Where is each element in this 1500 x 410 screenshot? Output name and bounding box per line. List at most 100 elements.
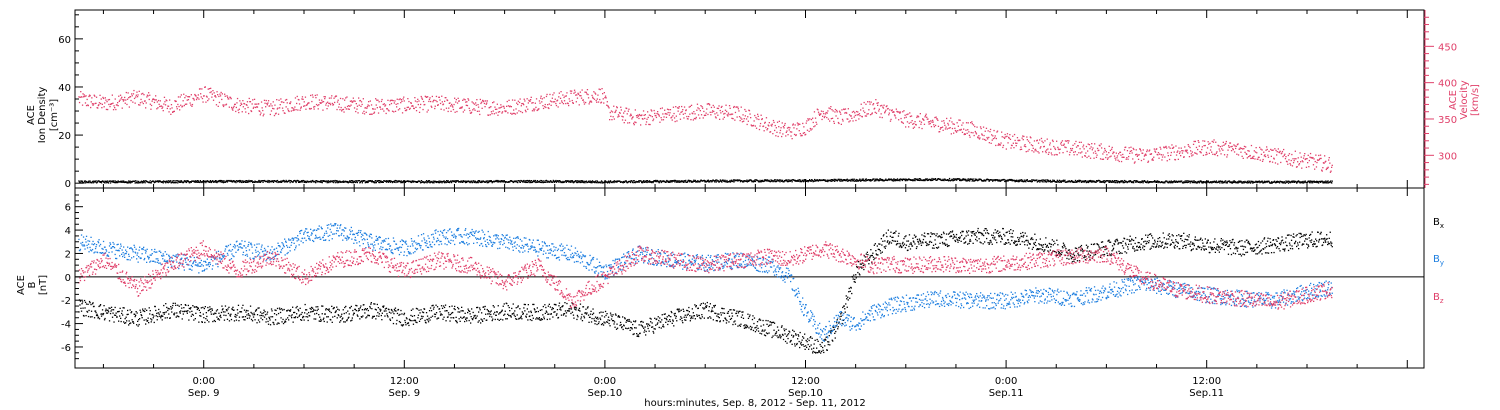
density-series-point [476,181,478,184]
velocity-series-point [1263,155,1265,157]
bx-series-point [153,315,155,317]
velocity-series-point [839,111,841,114]
velocity-series-point [273,108,275,110]
density-series-point [172,180,174,182]
velocity-series-point [457,97,459,99]
bx-series-point [214,320,216,323]
velocity-series-point [1023,145,1026,147]
velocity-series-point [772,133,774,135]
velocity-series-point [221,98,223,101]
velocity-series-point [1291,165,1294,167]
velocity-series-point [743,120,745,122]
density-series-point [972,178,974,180]
density-series-point [400,180,403,182]
bx-series-point [228,320,231,322]
velocity-series-point [554,98,556,100]
density-series-point [831,180,833,182]
velocity-series-point [507,112,509,114]
density-series-point [410,181,413,184]
velocity-series-point [118,100,120,102]
velocity-series-point [1136,155,1138,157]
density-series-point [282,180,284,183]
density-series-point [355,180,357,182]
velocity-series-point [922,118,924,121]
velocity-series-point [1102,158,1105,160]
velocity-series-point [501,111,504,113]
velocity-series-point [293,109,295,111]
density-series-point [652,181,654,184]
velocity-series-point [162,110,164,112]
bx-series-point [200,315,202,317]
density-series-point [446,181,448,183]
velocity-series-point [981,133,983,135]
bx-series-point [248,314,250,316]
density-series-point [849,179,851,181]
density-series-point [432,180,435,182]
velocity-series-point [630,114,632,116]
velocity-series-point [1253,150,1255,152]
bx-series-point [207,310,209,312]
density-series-point [704,181,706,183]
velocity-series-point [436,101,438,103]
density-series-point [826,180,828,182]
velocity-series-point [373,111,376,113]
density-series-point [858,179,860,181]
density-series-point [580,181,582,184]
velocity-series-point [559,102,561,104]
velocity-series-point [702,107,704,109]
velocity-series-point [872,104,874,106]
velocity-series-point [151,100,153,102]
velocity-series-point [513,112,515,115]
bx-series-point [232,306,234,308]
velocity-series-point [940,127,942,129]
density-series-point [474,181,476,184]
density-series-point [438,182,441,184]
velocity-series-point [535,98,538,100]
bx-series-point [172,304,174,307]
density-series-point [454,180,456,182]
density-series-point [349,180,351,182]
velocity-series-point [603,102,605,104]
velocity-series-point [258,103,260,105]
density-series-point [558,181,560,183]
density-series-point [1089,181,1091,183]
velocity-series-point [906,113,908,116]
velocity-series-point [1323,162,1325,164]
velocity-series-point [1268,150,1270,152]
bx-series-point [189,311,191,313]
density-series-point [609,180,612,182]
density-series-point [1293,181,1296,183]
density-series-point [477,180,479,182]
velocity-series-point [333,97,335,99]
density-series-point [393,180,395,182]
density-series-point [1192,180,1194,182]
density-series-point [412,180,414,182]
density-series-point [353,180,355,183]
velocity-series-point [401,112,404,114]
velocity-series-point [478,110,480,112]
density-series-point [478,181,480,183]
density-series-point [1025,181,1027,183]
density-series-point [773,179,776,181]
velocity-series-point [1146,150,1148,153]
velocity-series-point [1316,161,1318,164]
bx-series-point [205,312,207,314]
bx-series-point [171,307,173,309]
velocity-series-point [521,111,524,114]
velocity-series-point [929,122,931,125]
density-series-point [1210,181,1212,183]
density-series-point [769,181,772,183]
bx-series-point [244,319,246,321]
velocity-series-point [1314,168,1316,170]
density-series-point [575,180,577,182]
bx-series-point [81,301,84,303]
bx-series-point [153,321,155,324]
velocity-series-point [824,115,826,118]
velocity-series-point [690,119,692,121]
velocity-series-point [1129,150,1131,152]
density-series-point [1284,182,1287,184]
velocity-series-point [1161,159,1163,161]
bx-series-point [91,316,93,318]
velocity-series-point [525,111,527,113]
velocity-series-point [1153,148,1155,150]
